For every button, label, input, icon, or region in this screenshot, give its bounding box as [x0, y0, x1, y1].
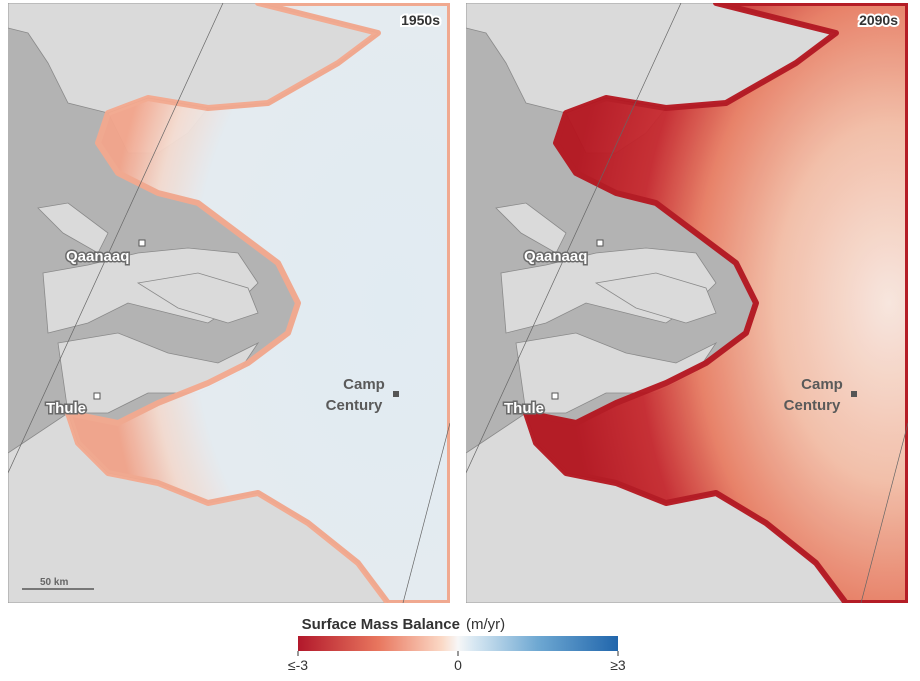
ice-sheet	[65, 3, 450, 603]
land	[495, 202, 567, 254]
period-label: 1950s	[401, 12, 440, 28]
place-marker	[551, 392, 559, 400]
place-label: Camp	[343, 376, 385, 393]
place-marker	[138, 239, 146, 247]
color-bar	[298, 636, 618, 651]
map-panel: Qaanaaq Thule Camp Century 1950s 50 km	[8, 3, 450, 603]
period-label: 2090s	[859, 12, 898, 28]
legend-tick: ≥3	[610, 657, 626, 673]
graticule	[402, 422, 450, 603]
legend: Surface Mass Balance (m/yr) ≤-3 0 ≥3	[288, 616, 626, 673]
legend-unit: (m/yr)	[466, 616, 505, 633]
legend-tick: 0	[454, 657, 462, 673]
place-marker	[393, 391, 399, 397]
legend-title: Surface Mass Balance	[302, 616, 460, 633]
place-label: Camp	[801, 376, 843, 393]
place-marker	[596, 239, 604, 247]
land	[37, 202, 109, 254]
scale-label: 50 km	[40, 577, 68, 588]
land	[594, 272, 717, 324]
ice-sheet	[523, 3, 908, 603]
graticule	[860, 422, 908, 603]
place-label: Century	[784, 397, 841, 414]
place-marker	[851, 391, 857, 397]
place-marker	[93, 392, 101, 400]
place-label: Century	[326, 397, 383, 414]
land	[136, 272, 259, 324]
graticule	[466, 3, 682, 474]
graticule	[8, 3, 224, 474]
place-label: Thule	[46, 400, 86, 417]
place-label: Thule	[504, 400, 544, 417]
place-label: Qaanaaq	[66, 248, 129, 265]
place-label: Qaanaaq	[524, 248, 587, 265]
map-panel: Qaanaaq Thule Camp Century 2090s	[466, 3, 908, 603]
legend-tick: ≤-3	[288, 657, 308, 673]
